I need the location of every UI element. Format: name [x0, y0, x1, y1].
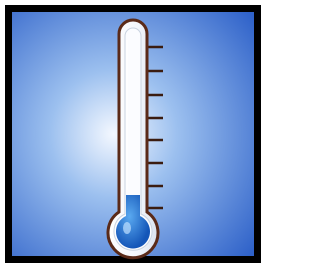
bulb-highlight — [123, 222, 131, 234]
page — [0, 0, 320, 268]
thermometer-icon — [0, 0, 266, 268]
